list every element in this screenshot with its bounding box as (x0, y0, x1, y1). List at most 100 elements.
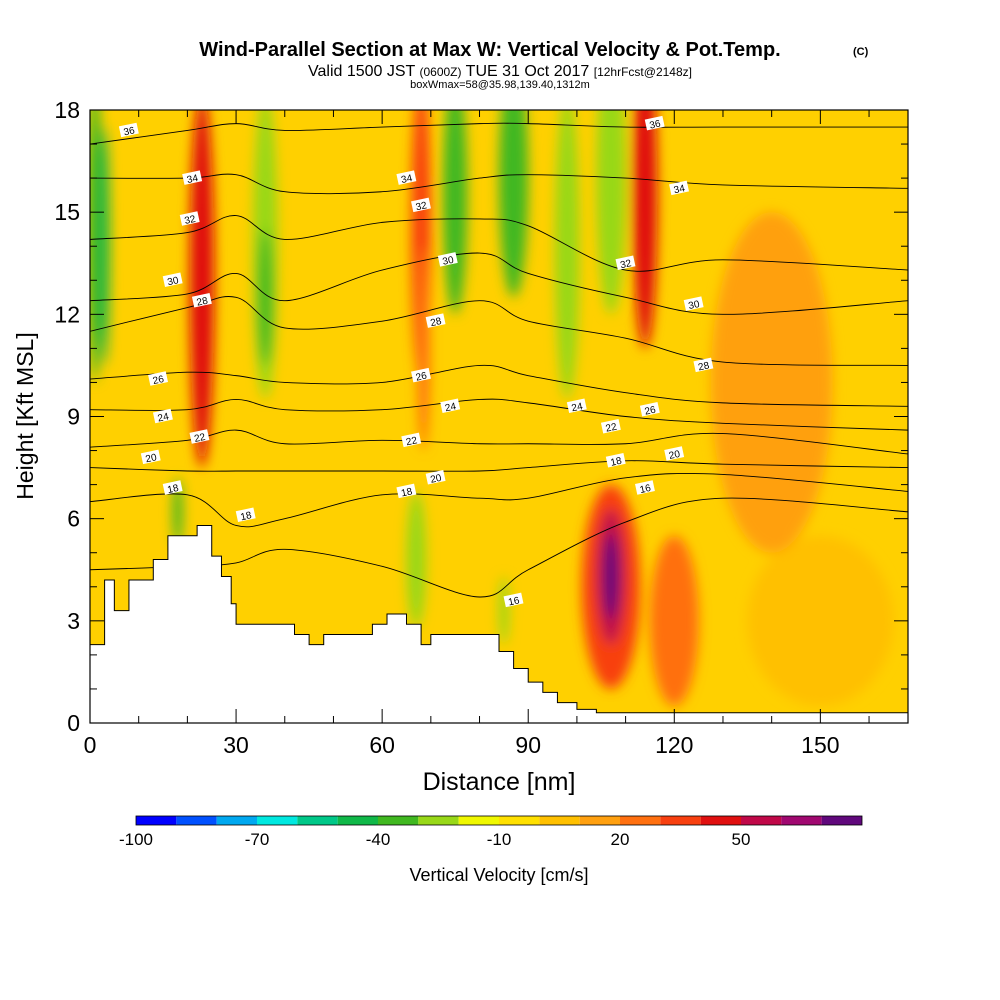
colorbar-swatch-4 (297, 816, 338, 825)
colorbar-swatch-10 (539, 816, 580, 825)
chart-title: Wind-Parallel Section at Max W: Vertical… (199, 39, 780, 61)
contour-label-box (566, 398, 587, 414)
contour-label-text: 22 (605, 422, 619, 435)
theta-contour-34 (90, 173, 908, 195)
contour-label-text: 30 (687, 299, 701, 312)
colorbar-swatch-6 (378, 816, 419, 825)
contour-label-box (140, 449, 161, 465)
colorbar-swatch-8 (458, 816, 499, 825)
contour-label-text: 34 (673, 183, 687, 196)
contour-label-text: 22 (193, 432, 207, 445)
contour-label-text: 34 (400, 173, 414, 186)
y-tick-label: 6 (67, 506, 80, 532)
velocity-cell-18 (649, 535, 699, 706)
contour-label-box (118, 122, 139, 138)
contour-label-text: 18 (610, 456, 624, 469)
x-tick-label: 90 (515, 732, 541, 758)
y-tick-label: 3 (67, 608, 80, 634)
contour-label-text: 28 (697, 360, 711, 373)
theta-contour-22 (90, 429, 908, 455)
velocity-cell-12 (632, 110, 658, 349)
contour-label-31: 16 (635, 480, 655, 496)
contour-label-box (683, 296, 704, 311)
colorbar-swatch-1 (176, 816, 217, 825)
contour-label-text: 32 (184, 214, 198, 227)
contour-label-11: 28 (191, 292, 212, 309)
colorbar-swatch-12 (620, 816, 661, 825)
contour-label-text: 24 (571, 401, 585, 414)
velocity-cell-1 (99, 127, 110, 366)
y-tick-label: 15 (54, 199, 80, 225)
x-tick-label: 30 (223, 732, 249, 758)
x-tick-label: 150 (801, 732, 839, 758)
velocity-cell-5 (172, 477, 183, 546)
colorbar-swatch-7 (418, 816, 459, 825)
y-tick-label: 0 (67, 710, 80, 736)
contour-label-text: 18 (167, 483, 181, 496)
chart-subtitle-2: boxWmax=58@35.98,139.40,1312m (410, 79, 590, 91)
contour-label-text: 26 (644, 405, 658, 418)
contour-label-box (411, 197, 431, 213)
colorbar-swatch-17 (821, 816, 862, 825)
theta-contour-26 (90, 364, 908, 407)
copyright-mark: (C) (853, 46, 869, 58)
terrain (90, 524, 908, 723)
contour-label-text: 34 (186, 173, 200, 186)
contour-label-text: 24 (157, 411, 171, 424)
contour-label-20: 22 (189, 429, 210, 445)
colorbar-swatch-11 (579, 816, 620, 825)
contour-label-box (503, 592, 524, 608)
contour-label-text: 22 (405, 435, 419, 448)
colorbar-swatch-15 (741, 816, 782, 825)
velocity-cell-20 (710, 212, 833, 553)
contour-label-box (693, 357, 714, 373)
contour-label-box (396, 483, 417, 499)
contour-label-16: 26 (639, 401, 660, 418)
contour-label-1: 36 (644, 115, 665, 132)
contour-label-text: 28 (196, 296, 210, 309)
contour-label-box (401, 432, 422, 448)
colorbar-swatch-16 (781, 816, 822, 825)
colorbar-swatch-0 (136, 816, 177, 825)
contour-label-box (664, 446, 685, 461)
theta-contours (90, 122, 908, 598)
theta-contour-32 (90, 215, 908, 272)
velocity-cell-10 (554, 110, 580, 400)
colorbar-tick-label: -40 (366, 830, 391, 849)
colorbar-swatch-14 (700, 816, 741, 825)
x-axis-label: Distance [nm] (423, 768, 576, 796)
y-tick-label: 9 (67, 404, 80, 430)
contour-label-7: 32 (615, 255, 636, 271)
contour-label-text: 32 (415, 200, 429, 213)
contour-label-28: 18 (396, 483, 417, 499)
colorbar-tick-label: -100 (119, 830, 153, 849)
theta-contour-36 (90, 122, 908, 145)
contour-label-30: 16 (503, 592, 524, 608)
colorbar-tick-label: 20 (611, 830, 630, 849)
chart-subtitle: Valid 1500 JST (0600Z) TUE 31 Oct 2017 [… (308, 63, 692, 80)
contour-label-text: 36 (123, 125, 137, 138)
colorbar-frame (135, 815, 863, 826)
contour-label-box (669, 180, 689, 196)
contour-label-box (605, 453, 626, 468)
colorbar-swatch-3 (257, 816, 298, 825)
y-tick-label: 18 (54, 97, 80, 123)
x-tick-label: 60 (369, 732, 395, 758)
contour-label-15: 26 (411, 367, 431, 384)
contour-label-14: 26 (148, 371, 169, 387)
contour-label-17: 24 (152, 408, 173, 425)
contour-label-text: 30 (167, 275, 181, 288)
subtitle-valid-time: Valid 1500 JST (308, 63, 416, 80)
contour-label-22: 22 (600, 418, 621, 435)
contour-label-text: 16 (507, 595, 521, 608)
contour-labels: 36 36 34 34 34 32 32 32 30 30 30 28 28 28 26 26 26 24 24 24… (118, 115, 714, 608)
colorbar-tick-label: 50 (732, 830, 751, 849)
theta-contour-18 (90, 472, 908, 528)
contour-label-text: 18 (400, 486, 414, 499)
colorbar-tick-label: -10 (487, 830, 512, 849)
contour-label-box (600, 418, 621, 434)
x-axis: 0 30 60 90 120 150 (84, 110, 870, 758)
contour-label-23: 20 (140, 449, 161, 465)
contour-label-text: 20 (145, 452, 159, 465)
